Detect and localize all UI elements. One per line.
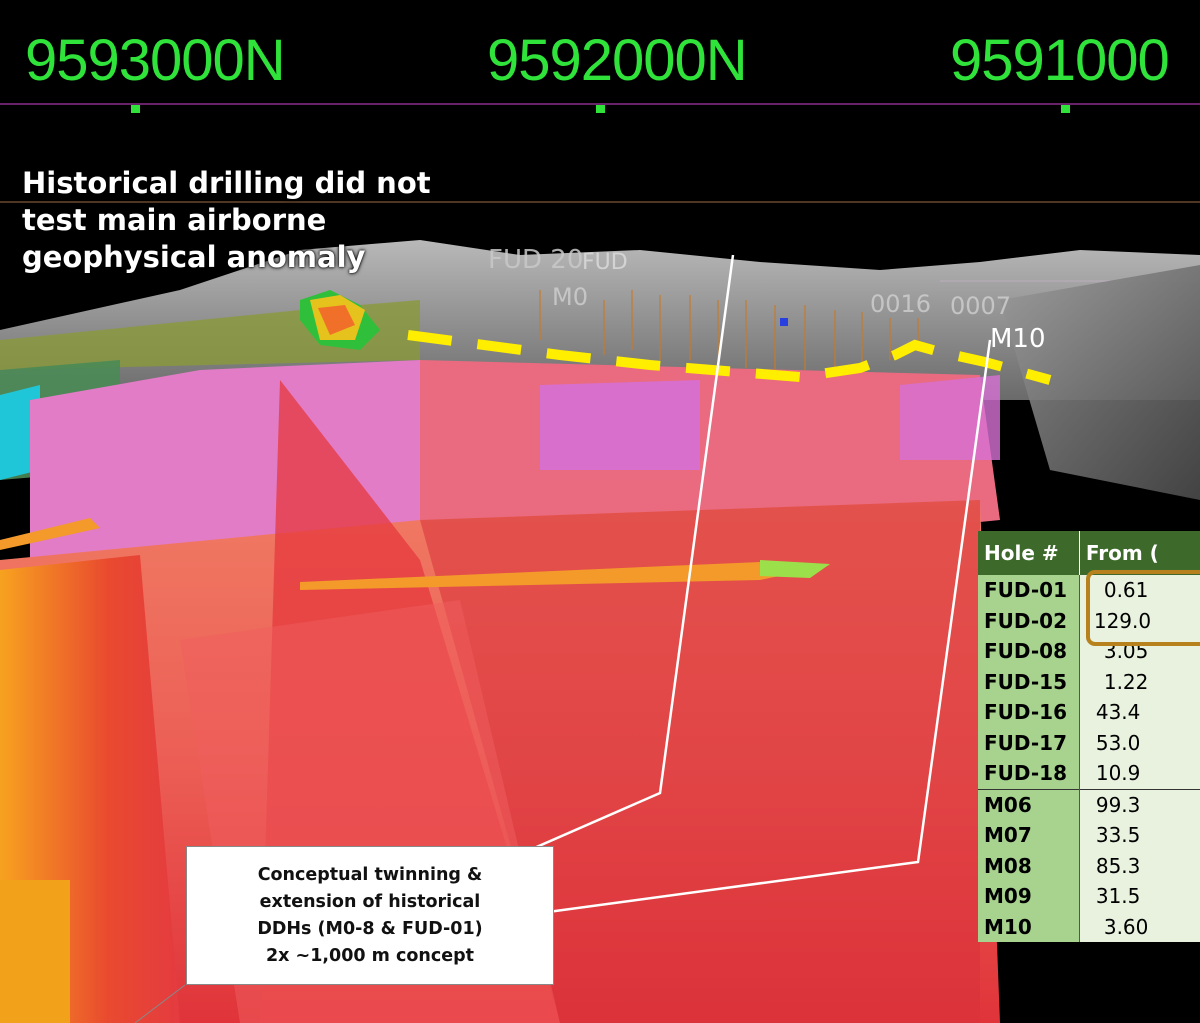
callout-line-3: DDHs (M0-8 & FUD-01) bbox=[257, 918, 483, 939]
table-row: FUD-08 3.05 bbox=[978, 636, 1200, 667]
hole-id-cell: FUD-16 bbox=[978, 697, 1080, 728]
table-row: M06 99.3 bbox=[978, 788, 1200, 820]
hole-id-cell: FUD-18 bbox=[978, 758, 1080, 789]
from-cell: 53.0 bbox=[1079, 727, 1200, 758]
hole-label-fud16: 0016 bbox=[870, 290, 932, 318]
hole-id-cell: FUD-15 bbox=[978, 666, 1080, 697]
drill-intercepts-table-panel: Hole # From ( FUD-01 0.61 FUD-02 129.0 FUD… bbox=[978, 531, 1200, 1023]
northing-label-1: 9593000N bbox=[25, 28, 286, 93]
column-header-hole: Hole # bbox=[978, 531, 1080, 575]
from-cell: 99.3 bbox=[1079, 788, 1200, 820]
table-row: M08 85.3 bbox=[978, 850, 1200, 881]
hole-id-cell: M06 bbox=[978, 788, 1080, 820]
from-cell: 129.0 bbox=[1079, 605, 1200, 636]
from-cell: 43.4 bbox=[1079, 697, 1200, 728]
hole-label-fud07: 0007 bbox=[950, 292, 1012, 320]
from-cell: 31.5 bbox=[1079, 881, 1200, 912]
hole-id-cell: M10 bbox=[978, 911, 1080, 942]
hole-label-m0: M0 bbox=[552, 283, 588, 311]
table-row: FUD-16 43.4 bbox=[978, 697, 1200, 728]
hole-id-cell: FUD-02 bbox=[978, 605, 1080, 636]
from-cell: 85.3 bbox=[1079, 850, 1200, 881]
hole-label-m10: M10 bbox=[990, 324, 1046, 354]
table-row: FUD-02 129.0 bbox=[978, 605, 1200, 636]
hole-label-fud: FUD bbox=[582, 250, 628, 275]
callout-line-2: extension of historical bbox=[259, 891, 481, 912]
drill-intercepts-table: Hole # From ( FUD-01 0.61 FUD-02 129.0 FUD… bbox=[978, 531, 1200, 942]
table-row: M09 31.5 bbox=[978, 881, 1200, 912]
from-cell: 33.5 bbox=[1079, 820, 1200, 851]
table-row: FUD-18 10.9 bbox=[978, 758, 1200, 789]
from-cell: 1.22 bbox=[1079, 666, 1200, 697]
northing-label-2: 9592000N bbox=[487, 28, 748, 93]
hole-id-cell: FUD-08 bbox=[978, 636, 1080, 667]
table-row: FUD-01 0.61 bbox=[978, 575, 1200, 606]
concept-callout: Conceptual twinning & extension of histo… bbox=[186, 846, 554, 985]
hole-id-cell: M08 bbox=[978, 850, 1080, 881]
table-row: FUD-15 1.22 bbox=[978, 666, 1200, 697]
hole-label-fud20: FUD 20 bbox=[488, 245, 584, 275]
table-row: M10 3.60 bbox=[978, 911, 1200, 942]
hole-id-cell: M07 bbox=[978, 820, 1080, 851]
hole-id-cell: FUD-17 bbox=[978, 727, 1080, 758]
callout-line-4: 2x ~1,000 m concept bbox=[266, 945, 474, 966]
from-cell: 0.61 bbox=[1079, 575, 1200, 606]
table-row: M07 33.5 bbox=[978, 820, 1200, 851]
hole-id-cell: M09 bbox=[978, 881, 1080, 912]
highlight-box bbox=[1086, 570, 1200, 646]
headline-annotation: Historical drilling did not test main ai… bbox=[22, 166, 431, 274]
northing-label-3: 9591000 bbox=[950, 28, 1170, 93]
from-cell: 3.60 bbox=[1079, 911, 1200, 942]
column-header-from: From ( bbox=[1079, 531, 1200, 575]
table-row: FUD-17 53.0 bbox=[978, 727, 1200, 758]
hole-id-cell: FUD-01 bbox=[978, 575, 1080, 606]
callout-line-1: Conceptual twinning & bbox=[257, 864, 483, 885]
from-cell: 10.9 bbox=[1079, 758, 1200, 789]
